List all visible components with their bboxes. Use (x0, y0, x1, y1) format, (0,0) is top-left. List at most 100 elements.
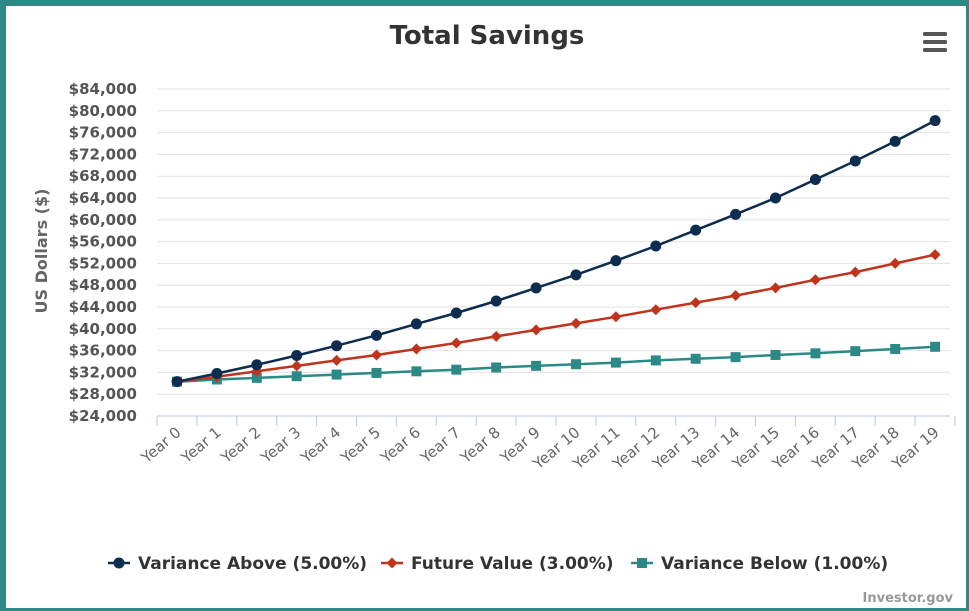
data-point[interactable] (809, 173, 821, 185)
y-tick-label: $84,000 (69, 80, 137, 98)
legend-label: Variance Above (5.00%) (138, 554, 367, 574)
y-tick-label: $40,000 (69, 320, 137, 338)
legend-item[interactable]: Future Value (3.00%) (381, 554, 614, 574)
legend-label: Variance Below (1.00%) (661, 554, 888, 574)
data-point[interactable] (331, 354, 343, 366)
data-point[interactable] (770, 192, 781, 204)
y-tick-label: $52,000 (69, 254, 137, 272)
data-point[interactable] (849, 155, 861, 167)
y-tick-label: $36,000 (69, 342, 137, 360)
series-diamond (171, 249, 941, 388)
data-point[interactable] (371, 349, 382, 361)
data-point[interactable] (770, 282, 781, 294)
y-tick-label: $72,000 (69, 145, 137, 163)
y-tick-label: $60,000 (69, 211, 137, 229)
series-line (176, 345, 936, 383)
data-point[interactable] (690, 353, 701, 364)
data-point[interactable] (491, 362, 502, 373)
data-point[interactable] (930, 341, 941, 352)
data-point[interactable] (530, 282, 542, 294)
data-point[interactable] (531, 360, 542, 371)
data-point[interactable] (291, 371, 302, 382)
data-point[interactable] (929, 115, 941, 127)
data-point[interactable] (410, 343, 422, 355)
legend-marker[interactable] (386, 557, 398, 569)
x-tick-label: Year 6 (376, 423, 424, 467)
data-point[interactable] (770, 349, 781, 360)
data-point[interactable] (809, 274, 821, 286)
data-point[interactable] (371, 367, 382, 378)
data-point[interactable] (171, 376, 183, 388)
data-point[interactable] (890, 343, 901, 354)
data-point[interactable] (850, 346, 861, 357)
data-point[interactable] (331, 369, 342, 380)
data-point[interactable] (291, 360, 303, 372)
data-point[interactable] (211, 367, 223, 379)
data-point[interactable] (410, 318, 422, 330)
data-point[interactable] (571, 359, 581, 370)
y-tick-label: $56,000 (69, 233, 137, 251)
y-tick-label: $64,000 (69, 189, 137, 207)
x-tick-label: Year 0 (137, 423, 185, 467)
data-point[interactable] (451, 364, 462, 375)
y-tick-label: $28,000 (69, 385, 137, 403)
data-point[interactable] (610, 255, 622, 267)
data-point[interactable] (291, 350, 303, 362)
credit-text[interactable]: Investor.gov (863, 591, 954, 606)
data-point[interactable] (730, 290, 742, 302)
data-point[interactable] (331, 340, 343, 352)
data-point[interactable] (650, 355, 661, 366)
y-tick-label: $24,000 (69, 407, 137, 425)
legend-marker[interactable] (637, 558, 647, 568)
data-point[interactable] (810, 348, 821, 359)
legend-label: Future Value (3.00%) (411, 554, 614, 574)
legend-item[interactable]: Variance Below (1.00%) (631, 554, 888, 574)
x-tick-label: Year 2 (217, 423, 265, 467)
x-tick-label: Year 8 (456, 423, 504, 467)
x-tick-label: Year 5 (336, 423, 384, 467)
x-tick-label: Year 4 (297, 423, 345, 467)
data-point[interactable] (371, 329, 382, 341)
y-axis-label: US Dollars ($) (32, 189, 51, 314)
data-point[interactable] (849, 266, 861, 278)
legend-marker[interactable] (113, 557, 125, 569)
data-point[interactable] (490, 330, 502, 342)
hamburger-menu-icon[interactable] (923, 32, 947, 52)
data-point[interactable] (490, 295, 502, 307)
data-point[interactable] (889, 257, 901, 269)
data-point[interactable] (450, 307, 462, 319)
series-line (176, 119, 936, 383)
data-point[interactable] (251, 359, 263, 371)
data-point[interactable] (570, 269, 582, 281)
y-tick-label: $76,000 (69, 124, 137, 142)
data-point[interactable] (730, 352, 741, 363)
data-point[interactable] (650, 304, 662, 316)
data-point[interactable] (570, 317, 582, 329)
data-point[interactable] (690, 297, 702, 309)
y-tick-label: $32,000 (69, 363, 137, 381)
y-tick-label: $80,000 (69, 102, 137, 120)
legend-item[interactable]: Variance Above (5.00%) (108, 554, 367, 574)
data-point[interactable] (411, 366, 422, 377)
data-point[interactable] (650, 240, 662, 252)
data-point[interactable] (610, 357, 621, 368)
data-point[interactable] (530, 324, 542, 336)
y-tick-label: $68,000 (69, 167, 137, 185)
data-point[interactable] (251, 372, 262, 383)
series-square (172, 341, 941, 387)
chart-title: Total Savings (390, 21, 585, 51)
y-tick-label: $44,000 (69, 298, 137, 316)
x-tick-label: Year 3 (257, 423, 305, 467)
y-tick-label: $48,000 (69, 276, 137, 294)
data-point[interactable] (610, 311, 622, 323)
data-point[interactable] (730, 208, 742, 220)
x-tick-label: Year 1 (177, 423, 225, 467)
data-point[interactable] (889, 135, 901, 147)
x-tick-label: Year 7 (416, 423, 464, 467)
series-line (176, 253, 936, 383)
series-circle (171, 115, 941, 388)
data-point[interactable] (929, 249, 941, 261)
data-point[interactable] (690, 224, 702, 236)
data-point[interactable] (450, 337, 462, 349)
